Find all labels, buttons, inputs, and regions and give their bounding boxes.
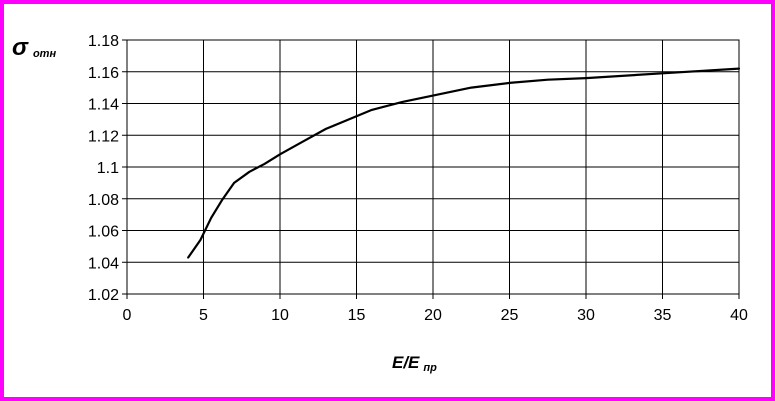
grid-lines bbox=[126, 39, 740, 295]
line-chart: 1.18 1.16 1.14 1.12 1.1 1.08 1.06 1.04 1.02 0 5 10… bbox=[12, 33, 748, 374]
series-line bbox=[187, 67, 741, 259]
x-axis-label: E/E пр bbox=[392, 353, 437, 374]
y-tick-label: 1.06 bbox=[88, 224, 119, 241]
y-axis-ticks: 1.18 1.16 1.14 1.12 1.1 1.08 1.06 1.04 1.02 bbox=[88, 33, 127, 304]
y-tick-label: 1.1 bbox=[97, 160, 119, 177]
y-axis-label: σ отн bbox=[12, 34, 56, 61]
x-tick-label: 25 bbox=[501, 307, 519, 324]
x-tick-label: 40 bbox=[730, 307, 748, 324]
x-tick-label: 5 bbox=[199, 307, 208, 324]
y-tick-label: 1.16 bbox=[88, 65, 119, 82]
x-axis-label-subscript: пр bbox=[423, 362, 437, 374]
y-tick-label: 1.18 bbox=[88, 33, 119, 50]
y-tick-label: 1.04 bbox=[88, 255, 119, 272]
x-tick-label: 15 bbox=[348, 307, 366, 324]
x-tick-label: 0 bbox=[123, 307, 132, 324]
data-series bbox=[187, 67, 741, 259]
x-tick-label: 20 bbox=[424, 307, 442, 324]
y-axis-label-symbol: σ bbox=[12, 34, 29, 61]
y-tick-label: 1.08 bbox=[88, 192, 119, 209]
x-tick-label: 35 bbox=[654, 307, 672, 324]
x-tick-label: 30 bbox=[577, 307, 595, 324]
y-tick-label: 1.14 bbox=[88, 97, 119, 114]
y-tick-label: 1.12 bbox=[88, 128, 119, 145]
y-axis-label-subscript: отн bbox=[33, 48, 57, 60]
y-tick-label: 1.02 bbox=[88, 287, 119, 304]
chart-frame: 1.18 1.16 1.14 1.12 1.1 1.08 1.06 1.04 1.02 0 5 10… bbox=[4, 4, 771, 397]
x-axis-label-main: E/E bbox=[392, 353, 420, 372]
x-axis-ticks: 0 5 10 15 20 25 30 35 40 bbox=[123, 294, 748, 324]
x-tick-label: 10 bbox=[271, 307, 289, 324]
